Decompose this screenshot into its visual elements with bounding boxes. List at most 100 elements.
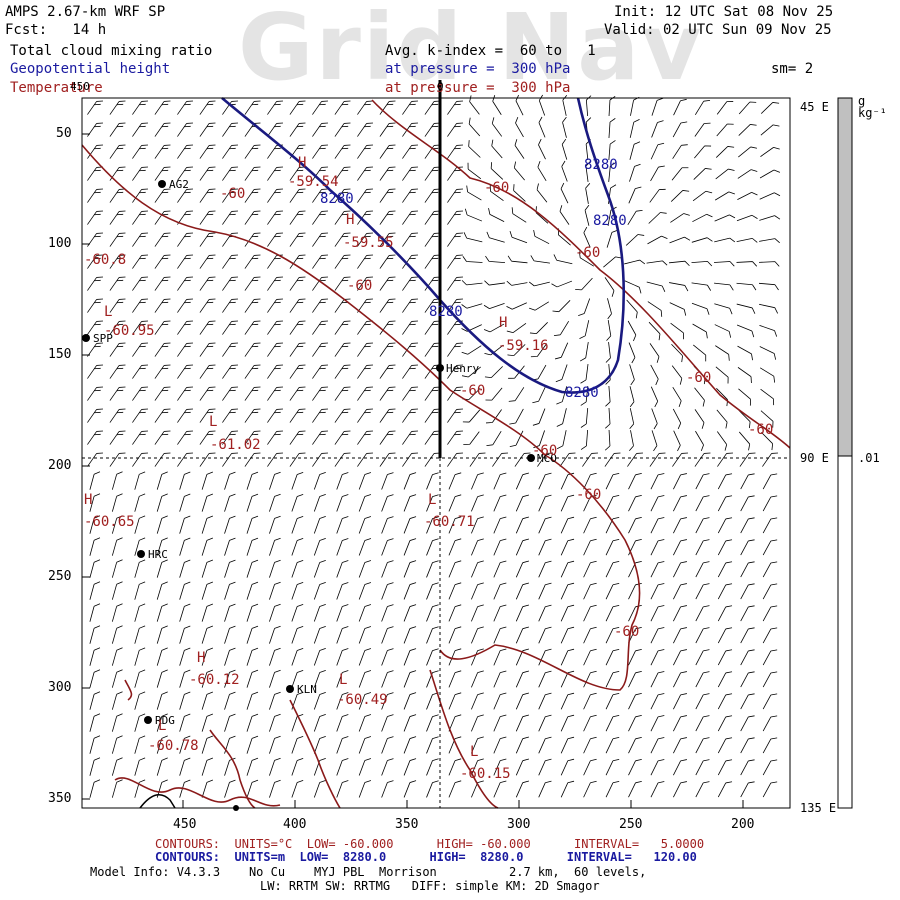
wind-barb <box>334 408 351 423</box>
wind-barb <box>736 237 758 243</box>
wind-barb <box>583 560 597 578</box>
wind-barb <box>199 188 216 203</box>
wind-barb <box>177 452 194 467</box>
wind-barb <box>336 604 349 622</box>
wind-barb <box>716 101 734 115</box>
wind-barb <box>673 583 687 600</box>
wind-barb <box>717 715 733 732</box>
wind-barb <box>132 298 149 313</box>
wind-barb <box>556 386 568 405</box>
wind-barb <box>426 604 439 622</box>
wind-barb <box>403 736 417 754</box>
wind-barb <box>627 452 644 467</box>
wind-barb <box>134 515 146 534</box>
height-pressure: at pressure = 300 hPa <box>385 61 571 77</box>
wind-barb <box>469 452 486 467</box>
wind-barb <box>463 232 483 243</box>
wind-barb <box>426 560 439 578</box>
wind-barb <box>156 625 168 644</box>
wind-barb <box>111 779 123 798</box>
wind-barb <box>403 692 417 710</box>
wind-barb <box>530 343 548 358</box>
wind-barb <box>468 117 481 137</box>
wind-barb <box>486 231 505 243</box>
wind-barb <box>154 408 171 423</box>
station-label: HRC <box>148 548 168 561</box>
wind-barb <box>673 781 687 798</box>
wind-barb <box>89 493 101 512</box>
wind-barb <box>313 604 326 622</box>
wind-barb <box>628 737 642 754</box>
wind-barb <box>358 582 372 600</box>
wind-barb <box>267 408 284 423</box>
wind-barb <box>468 140 481 158</box>
wind-barb <box>244 188 261 203</box>
wind-barb <box>717 781 733 798</box>
wind-barb <box>111 625 123 644</box>
forecast-hour: Fcst: 14 h <box>5 22 107 38</box>
wind-barb <box>739 452 756 467</box>
wind-barb <box>156 581 168 600</box>
wind-barb <box>267 320 284 335</box>
wind-barb <box>561 160 568 182</box>
wind-barb <box>759 169 781 179</box>
wind-barb <box>244 210 261 225</box>
wind-barb <box>447 166 464 181</box>
wind-barb <box>515 648 530 666</box>
wind-barb <box>222 144 239 159</box>
station-dot <box>158 180 166 188</box>
wind-barb <box>89 691 101 710</box>
wind-barb <box>669 282 689 292</box>
wind-barb <box>199 166 216 181</box>
field-height-label: Geopotential height <box>10 61 171 77</box>
wind-barb <box>515 758 530 776</box>
wind-barb <box>381 692 394 710</box>
wind-barb <box>736 261 758 267</box>
wind-barb <box>426 758 439 776</box>
wind-barb <box>559 205 570 225</box>
wind-barb <box>579 320 590 339</box>
wind-barb <box>132 254 149 269</box>
wind-barb <box>714 214 736 222</box>
wind-barb <box>651 97 664 116</box>
wind-barb <box>736 282 757 291</box>
wind-barb <box>289 188 306 203</box>
wind-barb <box>156 713 168 732</box>
wind-barb <box>447 210 464 225</box>
wind-barb <box>403 516 417 534</box>
wind-barb <box>291 669 304 688</box>
wind-barb <box>580 364 589 384</box>
wind-barb <box>448 604 462 622</box>
temp-contour <box>289 699 341 809</box>
wind-barb <box>312 188 329 203</box>
wind-barb <box>177 364 194 379</box>
wind-barb <box>156 735 168 754</box>
wind-barb <box>336 582 349 600</box>
wind-barb <box>424 342 441 357</box>
wind-barb <box>717 671 733 688</box>
wind-barb <box>628 715 642 732</box>
wind-barb <box>692 190 713 202</box>
wind-barb <box>529 301 550 311</box>
wind-barb <box>629 364 635 386</box>
wind-barb <box>87 188 104 203</box>
wind-barb <box>605 494 620 512</box>
wind-barb <box>646 281 666 292</box>
wind-barb <box>716 123 734 137</box>
wind-barb <box>759 215 781 221</box>
wind-barb <box>649 452 666 467</box>
wind-barb <box>740 627 755 644</box>
wind-barb <box>760 410 774 428</box>
wind-barb <box>336 538 349 556</box>
wind-barb <box>740 781 755 798</box>
wind-barb <box>379 122 396 137</box>
wind-barb <box>379 276 396 291</box>
wind-barb <box>179 515 191 534</box>
wind-barb <box>493 648 507 666</box>
wind-barb <box>134 603 146 622</box>
plot-frame <box>81 97 791 809</box>
y-tick-label: 50 <box>56 126 72 141</box>
wind-barb <box>403 714 417 732</box>
wind-barb <box>312 298 329 313</box>
wind-barb <box>605 407 611 429</box>
